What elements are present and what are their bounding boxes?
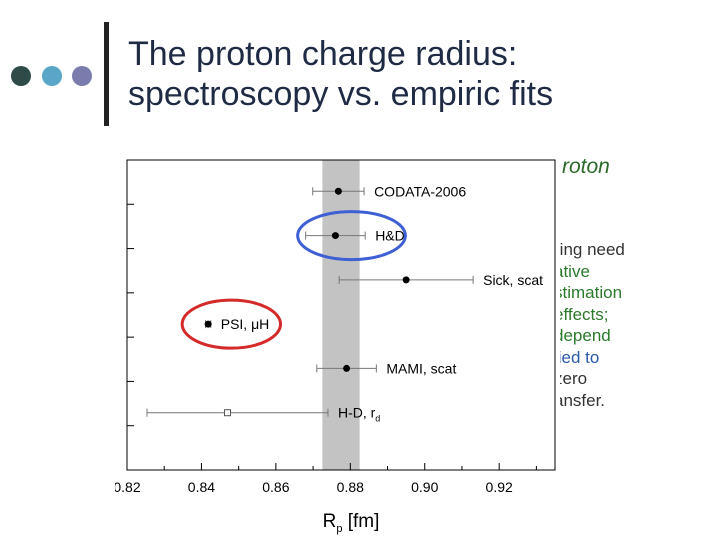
bullet-dot-purple [72, 66, 92, 86]
data-point-marker [343, 364, 351, 372]
background-text-line: zero [554, 369, 588, 388]
title-divider [104, 22, 109, 126]
data-point-label-text: H-D, r [338, 405, 376, 421]
data-point-group: H-D, rd [146, 405, 380, 424]
background-text-line: stimation [554, 283, 623, 302]
x-axis-label: Rp [fm] [323, 511, 380, 535]
x-tick-label: 0.88 [337, 479, 364, 495]
data-point-group: H&D [296, 210, 407, 262]
data-point-marker [334, 187, 342, 195]
data-point-marker [402, 276, 410, 284]
x-axis-label-main: R [323, 511, 337, 532]
x-tick-label: 0.92 [486, 479, 513, 495]
bullet-dot-teal [42, 66, 62, 86]
data-point-marker [223, 409, 231, 417]
proton-radius-chart: 0.82 0.84 0.86 0.88 0.90 0.92 Rp [fm] CODATA-20… [115, 152, 560, 542]
data-point-group: MAMI, scat [316, 360, 456, 376]
slide-title: The proton charge radius: spectroscopy v… [128, 34, 553, 114]
data-point-marker [331, 232, 339, 240]
background-text-line: lied to [554, 347, 600, 367]
plot-frame [126, 159, 556, 471]
background-text-line: effects; [554, 304, 609, 324]
x-tick-label: 0.86 [262, 479, 289, 495]
data-point-label-text: H&D [375, 228, 405, 244]
data-point-marker [204, 320, 212, 328]
x-tick-label: 0.90 [411, 479, 438, 495]
highlight-ellipse [180, 298, 283, 350]
bullet-dot-dark [11, 66, 31, 86]
highlight-ellipse [296, 210, 407, 262]
x-tick-label: 0.84 [188, 479, 215, 495]
x-tick-label: 0.82 [115, 479, 141, 495]
data-point-label: H&D [375, 228, 405, 244]
background-text-line: depend [554, 326, 611, 345]
data-point-group: PSI, μH [180, 298, 283, 350]
data-point-label-text: Sick, scat [483, 272, 543, 288]
data-point-label: CODATA-2006 [374, 183, 466, 199]
data-point-label: PSI, μH [221, 316, 270, 332]
data-point-label-sub: d [375, 414, 380, 424]
background-heading-fragment: roton [562, 155, 610, 178]
background-text-line: ring need [554, 240, 625, 259]
data-point-group: CODATA-2006 [312, 183, 466, 199]
data-point-label: MAMI, scat [386, 360, 456, 376]
data-point-label-text: PSI, μH [221, 316, 270, 332]
data-point-label: H-D, rd [338, 405, 380, 424]
x-axis-label-sub: p [336, 523, 342, 535]
slide-title-line1: The proton charge radius: [128, 35, 518, 73]
data-point-label-text: MAMI, scat [386, 360, 456, 376]
background-text-line: ative [554, 261, 590, 281]
data-point-label: Sick, scat [483, 272, 543, 288]
data-point-group: Sick, scat [338, 272, 543, 288]
data-point-label-text: CODATA-2006 [374, 183, 466, 199]
x-axis-label-unit: [fm] [342, 511, 379, 532]
background-text-block: ring need ative stimation effects; depend lie… [554, 239, 720, 419]
background-text-line: ansfer. [554, 390, 606, 410]
slide-title-line2: spectroscopy vs. empiric fits [128, 75, 554, 113]
reference-band [322, 160, 360, 470]
